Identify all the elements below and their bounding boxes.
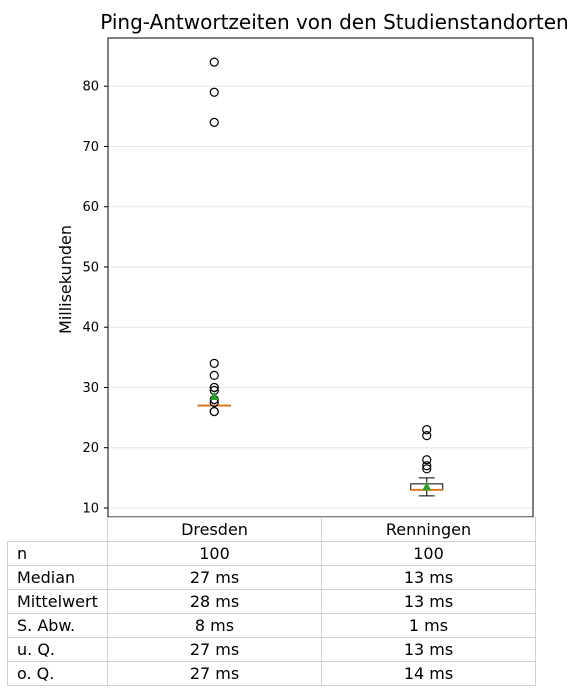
y-tick-label: 20 bbox=[82, 441, 99, 456]
row-label: S. Abw. bbox=[7, 613, 108, 638]
outlier-point bbox=[209, 117, 219, 127]
row-label: Median bbox=[7, 565, 108, 590]
table-corner bbox=[8, 518, 108, 542]
table-cell: 14 ms bbox=[321, 661, 536, 686]
y-tick-label: 80 bbox=[82, 80, 99, 95]
table-cell: 13 ms bbox=[321, 565, 536, 590]
y-tick-label: 10 bbox=[82, 501, 99, 516]
table-cell: 27 ms bbox=[107, 637, 322, 662]
table-cell: 13 ms bbox=[321, 589, 536, 614]
y-tick-label: 70 bbox=[82, 140, 99, 155]
table-row: o. Q. 27 ms 14 ms bbox=[7, 661, 536, 686]
mean-marker bbox=[422, 481, 432, 491]
y-axis-label: Millisekunden bbox=[56, 225, 75, 334]
outlier-point bbox=[209, 370, 219, 381]
column-header-dresden: Dresden bbox=[107, 517, 322, 542]
row-label: n bbox=[7, 541, 108, 566]
outlier-point bbox=[209, 57, 219, 67]
mean-marker bbox=[209, 391, 219, 400]
table-header-row: Dresden Renningen bbox=[8, 517, 536, 542]
boxplot-chart: 10 20 30 40 50 60 70 80 Ping-Antwortzeiten von d… bbox=[56, 10, 569, 518]
outlier-point bbox=[209, 382, 219, 393]
table-cell: 100 bbox=[107, 541, 322, 566]
outlier-point bbox=[422, 455, 432, 465]
outlier-point bbox=[209, 87, 219, 97]
table-cell: 27 ms bbox=[107, 565, 322, 590]
row-label: o. Q. bbox=[7, 661, 108, 686]
table-row: u. Q. 27 ms 13 ms bbox=[7, 637, 536, 662]
y-tick-label: 60 bbox=[82, 200, 99, 215]
table-row: S. Abw. 8 ms 1 ms bbox=[7, 613, 536, 638]
outlier-point bbox=[422, 431, 432, 441]
y-tick-label: 40 bbox=[82, 321, 99, 336]
chart-canvas: 10 20 30 40 50 60 70 80 Ping-Antwortzeiten von d… bbox=[56, 10, 569, 518]
table-row: Mittelwert 28 ms 13 ms bbox=[7, 589, 536, 614]
table-cell: 27 ms bbox=[107, 661, 322, 686]
table-row: n 100 100 bbox=[7, 541, 536, 566]
column-header-renningen: Renningen bbox=[321, 517, 536, 542]
plot-frame bbox=[107, 37, 534, 518]
outlier-point bbox=[422, 464, 432, 474]
row-label: u. Q. bbox=[7, 637, 108, 662]
table-cell: 100 bbox=[321, 541, 536, 566]
statistics-table: Dresden Renningen n 100 100 Median 27 ms… bbox=[7, 517, 536, 686]
table-cell: 13 ms bbox=[321, 637, 536, 662]
outlier-point bbox=[209, 406, 219, 417]
table-cell: 8 ms bbox=[107, 613, 322, 638]
outlier-point bbox=[209, 358, 219, 368]
table-cell: 1 ms bbox=[321, 613, 536, 638]
table-cell: 28 ms bbox=[107, 589, 322, 614]
table-row: Median 27 ms 13 ms bbox=[7, 565, 536, 590]
y-tick-label: 30 bbox=[82, 381, 99, 396]
row-label: Mittelwert bbox=[7, 589, 108, 614]
chart-title: Ping-Antwortzeiten von den Studienstando… bbox=[100, 10, 568, 34]
outlier-point bbox=[422, 425, 432, 435]
outlier-point bbox=[422, 461, 432, 471]
y-tick-label: 50 bbox=[82, 260, 99, 275]
